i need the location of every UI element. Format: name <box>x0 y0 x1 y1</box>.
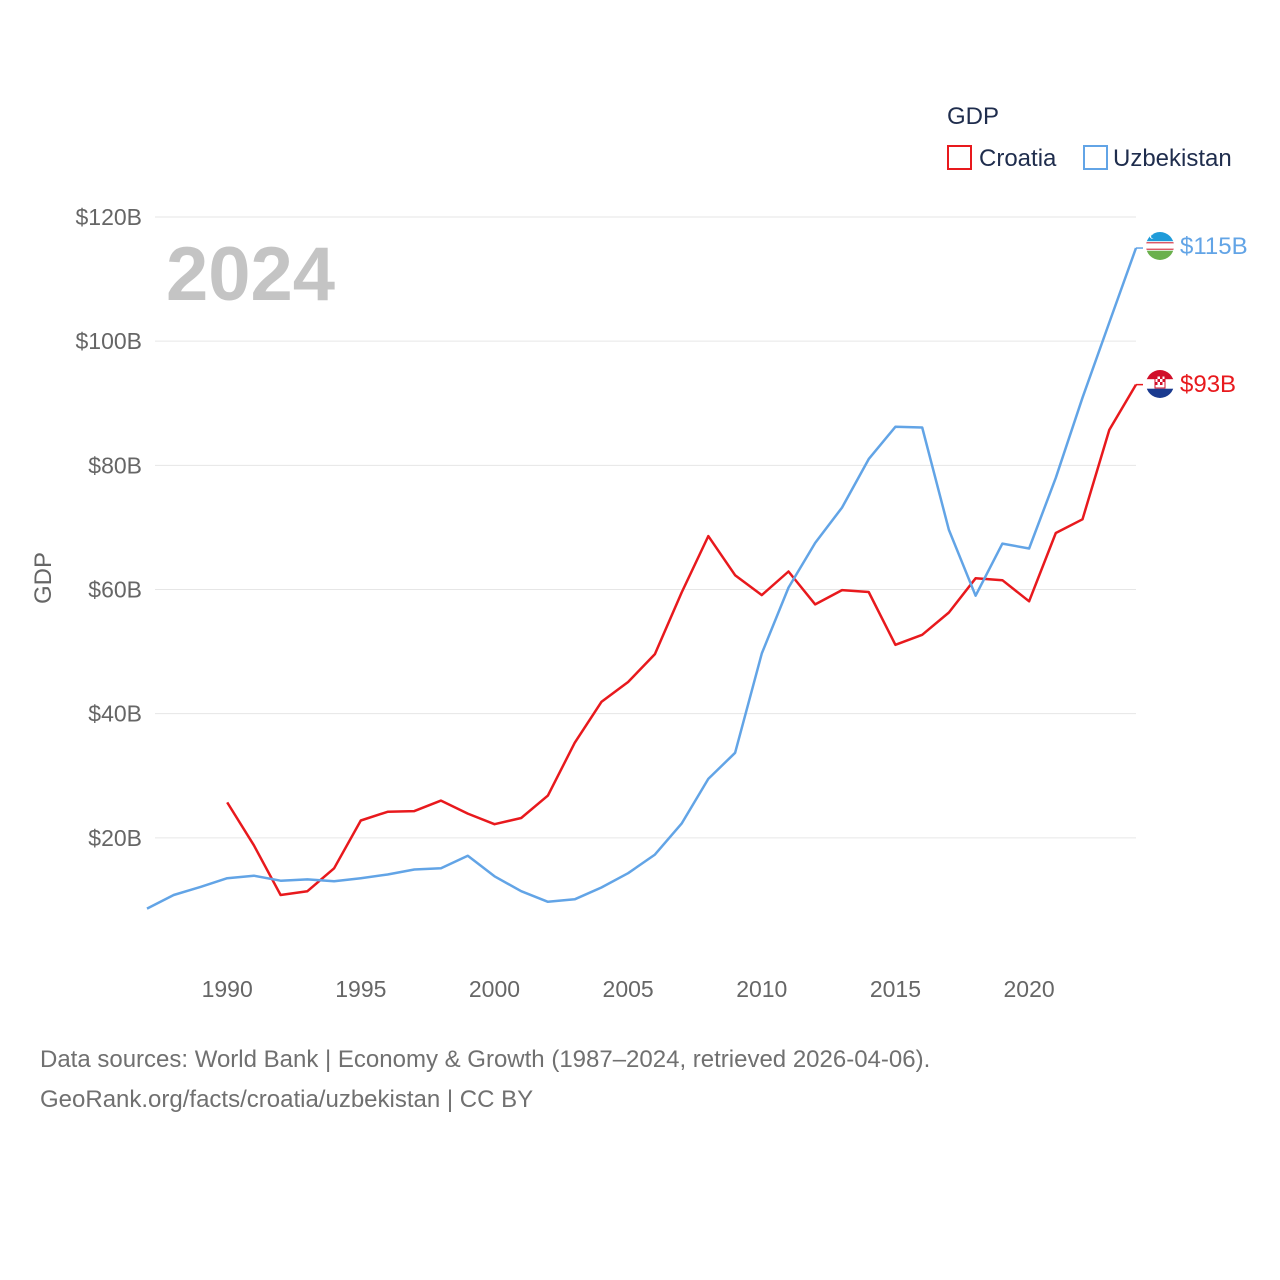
current-year-label: 2024 <box>166 232 335 317</box>
y-tick-label: $80B <box>88 452 142 478</box>
uzbekistan-flag-icon <box>1146 232 1174 260</box>
y-axis-label: GDP <box>30 552 57 604</box>
x-axis-ticks: 1990 1995 2000 2005 2010 2015 2020 <box>202 976 1055 1002</box>
croatia-end-value-label: $93B <box>1180 371 1236 398</box>
gridlines <box>155 216 1136 839</box>
series-line-uzbekistan <box>146 247 1138 910</box>
data-source-line: Data sources: World Bank | Economy & Gro… <box>40 1046 931 1073</box>
y-tick-label: $60B <box>88 577 142 603</box>
x-tick-label: 2015 <box>870 976 921 1002</box>
series-lines <box>146 247 1143 910</box>
x-tick-label: 2010 <box>736 976 787 1002</box>
series-line-croatia <box>226 383 1138 897</box>
legend: GDP Croatia Uzbekistan <box>947 103 1232 172</box>
legend-swatch-uzbekistan <box>1083 145 1108 170</box>
y-tick-label: $40B <box>88 701 142 727</box>
croatia-flag-icon <box>1146 370 1174 398</box>
x-tick-label: 2000 <box>469 976 520 1002</box>
x-tick-label: 2005 <box>603 976 654 1002</box>
legend-label-croatia: Croatia <box>979 145 1057 172</box>
x-tick-label: 2020 <box>1003 976 1054 1002</box>
legend-swatch-croatia <box>947 145 972 170</box>
legend-label-uzbekistan: Uzbekistan <box>1113 145 1232 172</box>
uzbekistan-end-value-label: $115B <box>1180 233 1248 260</box>
x-tick-label: 1990 <box>202 976 253 1002</box>
legend-title: GDP <box>947 103 999 130</box>
y-tick-label: $120B <box>75 204 142 230</box>
source-url-line: GeoRank.org/facts/croatia/uzbekistan | C… <box>40 1086 534 1113</box>
y-tick-label: $100B <box>75 328 142 354</box>
y-axis-ticks: $20B $40B $60B $80B $100B $120B <box>75 204 142 851</box>
x-tick-label: 1995 <box>335 976 386 1002</box>
y-tick-label: $20B <box>88 825 142 851</box>
